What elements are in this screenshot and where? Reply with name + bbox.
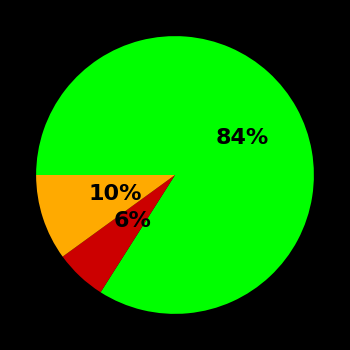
Wedge shape xyxy=(36,175,175,257)
Text: 6%: 6% xyxy=(113,211,151,231)
Text: 84%: 84% xyxy=(215,128,268,148)
Wedge shape xyxy=(36,36,314,314)
Text: 10%: 10% xyxy=(89,184,142,204)
Wedge shape xyxy=(63,175,175,292)
